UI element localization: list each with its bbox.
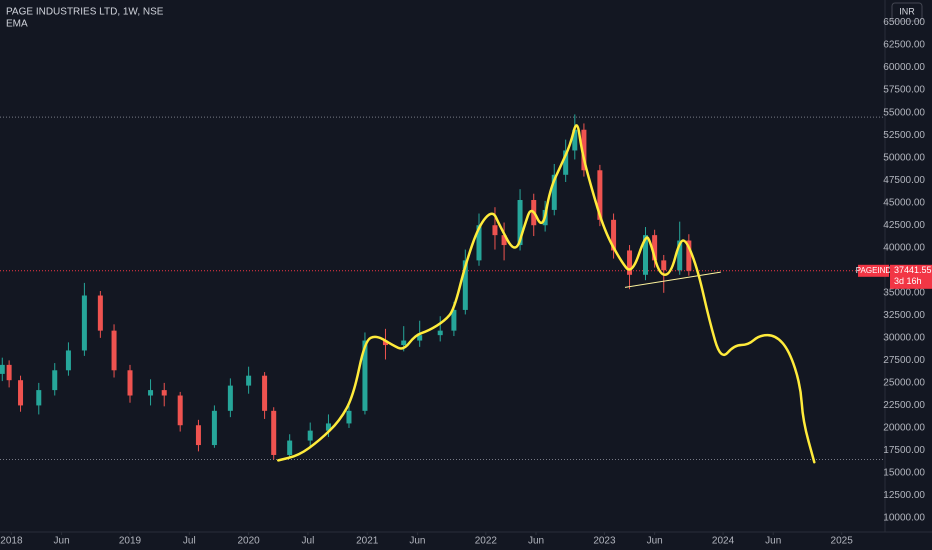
candle-body [677,240,683,271]
candle-body [346,410,352,424]
candle-body [148,390,154,396]
y-tick-label: 47500.00 [883,175,925,186]
candle-body [492,225,498,236]
countdown-label: 3d 16h [894,276,922,286]
candle-body [597,170,603,220]
chart-title: PAGE INDUSTRIES LTD, 1W, NSE [6,7,164,18]
y-tick-label: 27500.00 [883,355,925,366]
candle-body [501,235,507,246]
y-tick-label: 65000.00 [883,17,925,28]
x-tick-label: Jun [765,536,781,547]
symbol-label: PAGEIND [856,266,892,275]
x-tick-label: 2023 [593,536,616,547]
y-tick-label: 25000.00 [883,378,925,389]
candle-body [111,330,117,371]
x-tick-label: 2025 [831,536,854,547]
candle-body [476,225,482,261]
candle-body [177,395,183,426]
x-tick-label: Jun [647,536,663,547]
y-tick-label: 40000.00 [883,242,925,253]
candle-body [686,240,692,271]
y-tick-label: 52500.00 [883,130,925,141]
candle-body [307,430,313,441]
candle-body [517,200,523,246]
x-tick-label: 2021 [356,536,379,547]
y-tick-label: 35000.00 [883,287,925,298]
y-tick-label: 22500.00 [883,400,925,411]
y-tick-label: 30000.00 [883,332,925,343]
candle-body [211,410,217,446]
candle-body [401,340,407,346]
y-tick-label: 32500.00 [883,310,925,321]
candle-body [451,309,457,331]
candle-body [97,295,103,331]
y-tick-label: 15000.00 [883,468,925,479]
price-tag [890,264,932,289]
x-tick-label: 2018 [0,536,23,547]
symbol-tag [858,264,889,277]
candle-body [462,260,468,310]
y-tick-label: 55000.00 [883,107,925,118]
candle-body [362,340,368,411]
candle-body [52,370,58,391]
candle-body [581,129,587,171]
candle-body [127,370,133,396]
y-tick-label: 42500.00 [883,220,925,231]
y-tick-label: 62500.00 [883,40,925,51]
y-tick-label: 60000.00 [883,62,925,73]
x-tick-label: Jun [54,536,70,547]
candle-body [661,260,667,271]
currency-button[interactable] [891,2,923,22]
trendline [624,271,721,288]
x-tick-label: Jun [528,536,544,547]
candle-body [417,335,423,341]
candle-body [652,235,658,261]
candle-body [287,440,293,455]
price-label: 37441.55 [894,265,932,275]
candle-body [195,425,201,446]
candle-body [227,385,233,411]
currency-label[interactable]: INR [899,6,915,16]
y-tick-label: 57500.00 [883,85,925,96]
y-tick-label: 45000.00 [883,197,925,208]
y-tick-label: 10000.00 [883,513,925,524]
candle-body [325,423,331,431]
candle-body [65,350,71,371]
candle-body [271,410,277,455]
candle-body [36,390,42,406]
y-tick-label: 12500.00 [883,490,925,501]
candle-body [563,150,569,175]
x-tick-label: Jun [409,536,425,547]
y-tick-label: 20000.00 [883,423,925,434]
candle-body [161,390,167,396]
candle-body [437,330,443,336]
x-tick-label: Jul [183,536,196,547]
x-tick-label: 2020 [237,536,260,547]
x-tick-label: 2024 [712,536,735,547]
candle-body [627,250,633,275]
candle-body [551,174,557,210]
candle-body [246,375,252,386]
brush-drawing [277,124,816,464]
indicator-label: EMA [6,19,28,30]
candle-body [611,219,617,251]
candle-body [0,364,5,374]
candle-body [382,340,388,346]
candle-body [81,295,87,351]
x-tick-label: Jul [302,536,315,547]
candle-body [6,364,12,381]
x-tick-label: 2022 [475,536,498,547]
candle-body [643,235,649,275]
candle-body [262,375,268,411]
candle-body [18,380,24,406]
y-tick-label: 50000.00 [883,152,925,163]
x-tick-label: 2019 [119,536,142,547]
candle-body [572,129,578,151]
y-tick-label: 17500.00 [883,445,925,456]
